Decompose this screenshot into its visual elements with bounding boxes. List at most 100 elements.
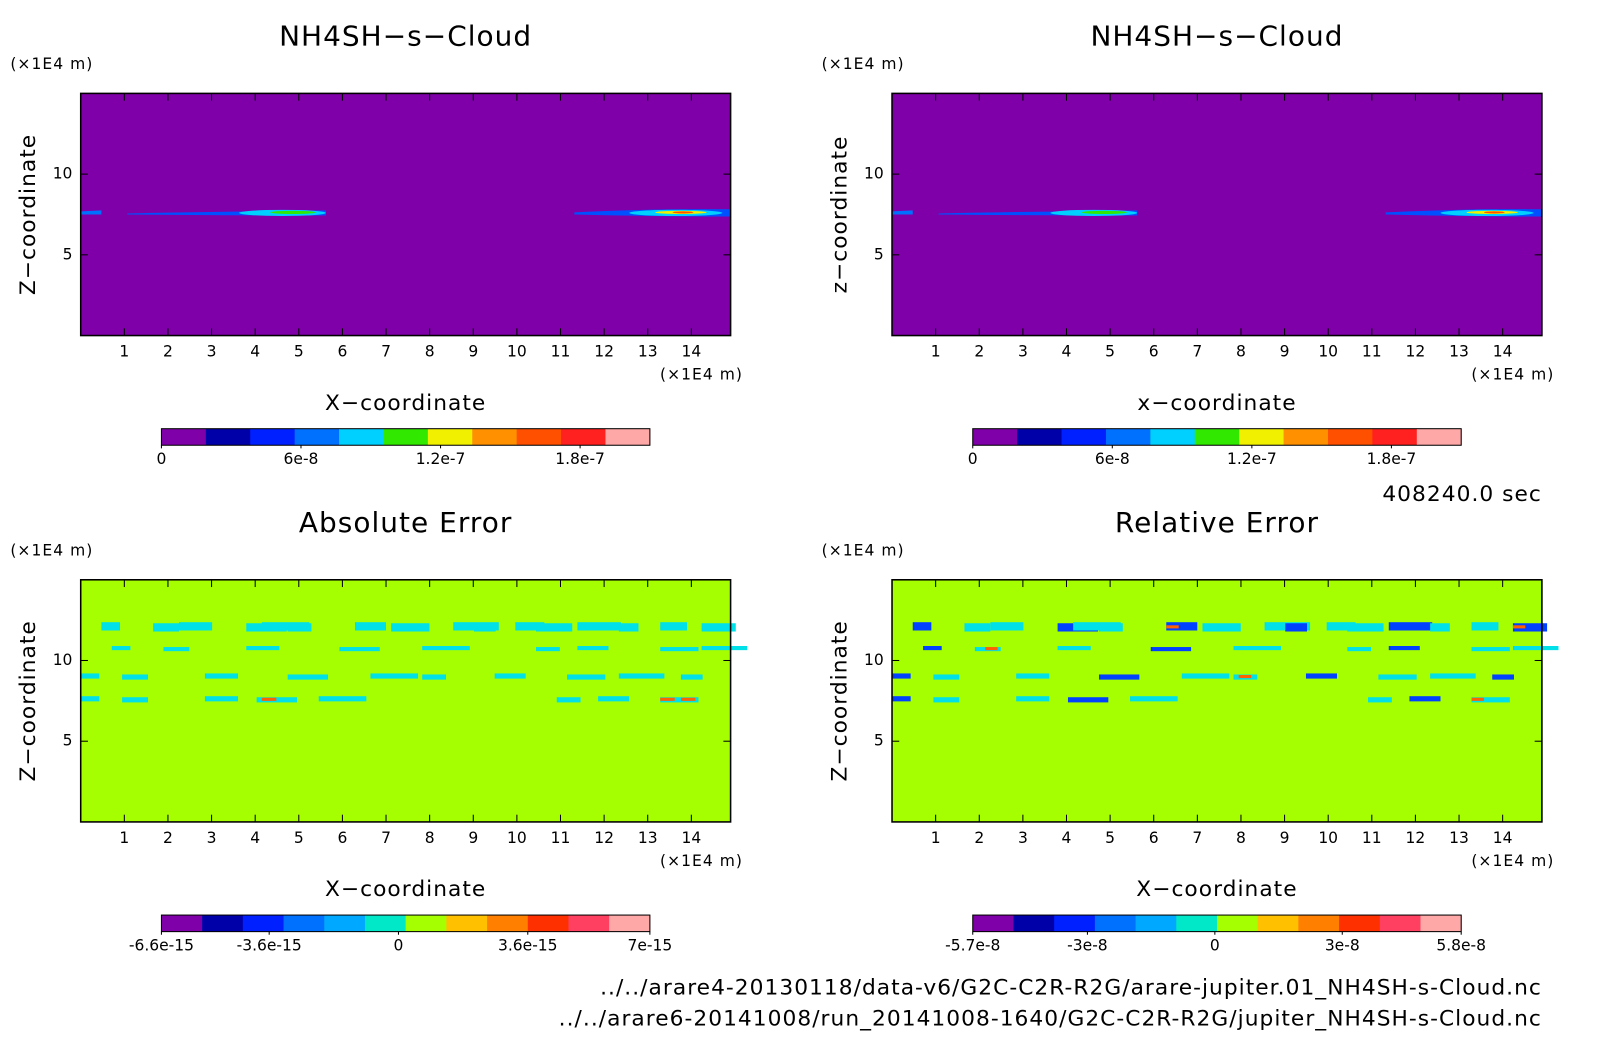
field-structure	[1471, 697, 1510, 703]
field-structure	[1238, 674, 1252, 679]
colorbar-swatch	[1298, 915, 1340, 932]
x-tick-label: 11	[1362, 343, 1382, 361]
field-structure	[204, 673, 239, 679]
colorbar-swatch	[972, 428, 1018, 446]
field-structure	[339, 647, 380, 652]
field-structure	[1430, 673, 1476, 679]
field-structure	[422, 674, 447, 680]
x-tick-label: 1	[119, 829, 129, 847]
y-tick-label: 10	[53, 165, 73, 183]
field-structure	[1233, 646, 1282, 651]
colorbar-tick-label: 3.6e-15	[498, 937, 558, 955]
field-structure	[1098, 623, 1123, 632]
colorbar-swatch	[1094, 915, 1137, 932]
field-structure	[80, 673, 100, 679]
field-structure	[370, 673, 419, 679]
field-structure	[556, 697, 581, 703]
field-structure	[261, 697, 277, 701]
field-layer	[892, 209, 1542, 217]
colorbar-swatch	[294, 428, 340, 446]
colorbar-frame	[160, 428, 651, 446]
y-tick-label: 5	[63, 245, 73, 263]
colorbar-swatch	[1150, 428, 1196, 446]
x-tick-label: 4	[1062, 343, 1072, 361]
x-tick-label: 5	[294, 829, 304, 847]
field-structure	[256, 697, 297, 703]
colorbar-swatch	[1054, 915, 1096, 932]
file-path: ../../arare6-20141008/run_20141008-1640/…	[559, 1007, 1542, 1032]
file-path: ../../arare4-20130118/data-v6/G2C-C2R-R2…	[600, 976, 1542, 1001]
field-structure	[1166, 622, 1198, 631]
y-axis-label: Z−coordinate	[827, 620, 852, 781]
field-structure	[933, 674, 960, 680]
field-structure	[1492, 674, 1514, 680]
x-tick-label: 12	[594, 343, 614, 361]
field-layer	[892, 622, 1559, 703]
x-tick-label: 2	[163, 343, 173, 361]
x-unit: (×1E4 m)	[660, 852, 743, 870]
panel-title: Absolute Error	[299, 506, 513, 539]
field-structure	[80, 210, 102, 215]
field-structure	[1347, 623, 1384, 632]
field-structure	[536, 647, 560, 652]
x-tick-label: 7	[1192, 343, 1202, 361]
field-structure	[1305, 673, 1338, 679]
plot-frame	[891, 92, 1543, 337]
x-tick-label: 1	[931, 829, 941, 847]
x-tick-label: 10	[1318, 343, 1338, 361]
x-unit: (×1E4 m)	[660, 365, 743, 383]
field-structure	[660, 647, 699, 652]
colorbar-swatch	[383, 428, 429, 446]
x-tick-label: 8	[425, 343, 435, 361]
colorbar-frame	[972, 914, 1462, 933]
y-tick-label: 10	[864, 165, 884, 183]
x-tick-label: 5	[1105, 829, 1115, 847]
field-structure	[515, 622, 545, 631]
colorbar-swatch	[605, 428, 651, 446]
colorbar-tick-label: 1.8e-7	[555, 450, 605, 468]
field-structure	[101, 622, 121, 631]
colorbar-swatch	[1379, 915, 1422, 932]
field-structure	[287, 674, 329, 680]
x-tick-label: 14	[681, 343, 701, 361]
colorbar-swatch	[1327, 428, 1373, 446]
field-structure	[964, 623, 991, 632]
field-structure	[1512, 625, 1526, 629]
x-tick-label: 2	[974, 343, 984, 361]
field-structure	[1098, 674, 1140, 680]
plot-frame	[79, 92, 732, 337]
time-label: 408240.0 sec	[1382, 482, 1542, 507]
field-structure	[660, 697, 699, 703]
plot-field	[892, 579, 1542, 822]
field-structure	[912, 622, 932, 631]
field-structure	[660, 697, 675, 701]
x-tick-label: 3	[207, 829, 217, 847]
field-structure	[122, 674, 148, 680]
field-structure	[318, 696, 367, 702]
colorbar-tick-label: 1.2e-7	[416, 450, 466, 468]
field-structure	[422, 646, 470, 651]
field-structure	[1181, 673, 1230, 679]
x-tick-label: 6	[337, 829, 347, 847]
field-structure	[892, 696, 911, 702]
x-tick-label: 14	[1493, 829, 1513, 847]
field-structure	[701, 623, 736, 632]
colorbar-swatch	[609, 915, 651, 932]
colorbar-tick-label: 7e-15	[627, 937, 672, 955]
colorbar-swatch	[1416, 428, 1462, 446]
x-tick-label: 9	[468, 829, 478, 847]
colorbar-tick-label: -3.6e-15	[237, 937, 302, 955]
field-structure	[1388, 622, 1433, 631]
colorbar-swatch	[1017, 428, 1063, 446]
x-tick-label: 6	[337, 343, 347, 361]
field-structure	[1081, 210, 1127, 214]
field-structure	[1285, 623, 1308, 632]
y-tick-label: 10	[864, 651, 884, 669]
x-tick-label: 9	[1280, 343, 1290, 361]
x-tick-label: 14	[1493, 343, 1513, 361]
y-unit: (×1E4 m)	[822, 55, 905, 73]
field-structure	[179, 622, 213, 631]
field-structure	[990, 622, 1024, 631]
field-structure	[1471, 697, 1484, 701]
field-structure	[261, 622, 310, 631]
